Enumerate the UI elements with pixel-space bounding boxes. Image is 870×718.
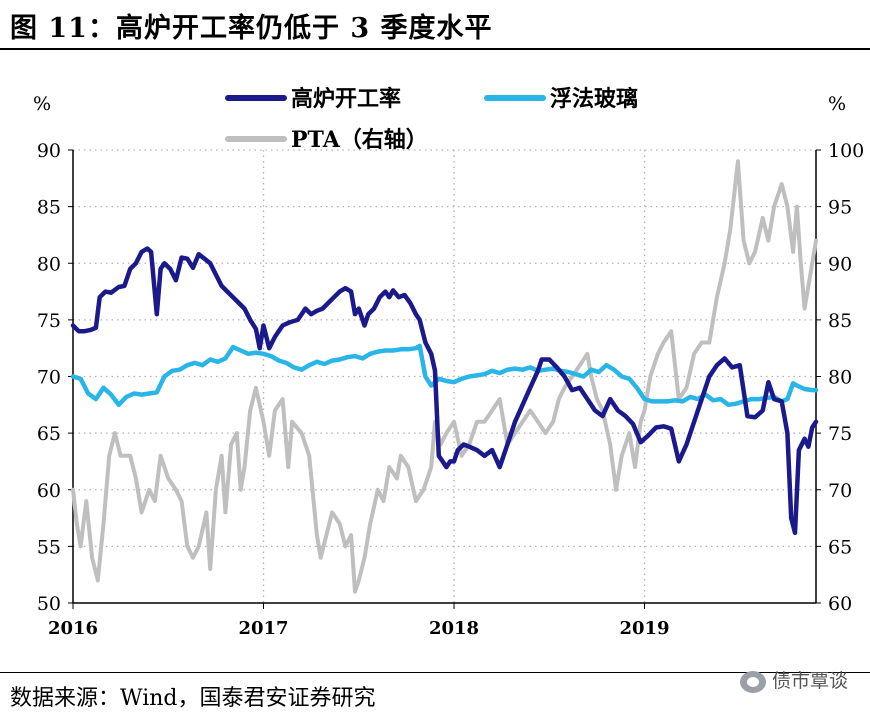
y-left-tick-label: 60 [37, 480, 61, 502]
y-left-tick-label: 90 [37, 140, 61, 162]
line-chart: 50 55 60 65 70 75 80 85 90 60 65 70 75 80 85 90 95 100 201… [33, 86, 864, 639]
y-right-tick-label: 80 [828, 367, 852, 389]
watermark-label: 债市覃谈 [771, 670, 848, 692]
page-title: 图 11：高炉开工率仍低于 3 季度水平 [10, 13, 493, 44]
x-tick-label: 2016 [48, 618, 98, 639]
legend-label-0: PTA（右轴） [291, 127, 428, 153]
y-right-tick-label: 90 [828, 253, 852, 275]
y-left-unit: % [33, 93, 51, 115]
y-right-tick-label: 85 [828, 310, 852, 332]
y-right-tick-label: 95 [828, 197, 852, 219]
y-left-tick-label: 80 [37, 253, 61, 275]
x-tick-label: 2017 [238, 618, 288, 639]
series-line-2 [70, 246, 819, 536]
series-line-0 [71, 159, 818, 594]
y-left-tick-label: 75 [37, 310, 61, 332]
y-right-unit: % [828, 93, 846, 115]
series-lines [70, 159, 819, 594]
legend: PTA（右轴） 浮法玻璃 高炉开工率 [225, 86, 638, 153]
x-tick-label: 2019 [619, 618, 669, 639]
x-tick-label: 2018 [429, 618, 479, 639]
y-left-tick-label: 50 [37, 593, 61, 615]
legend-label-1: 浮法玻璃 [550, 86, 638, 112]
legend-label-2: 高炉开工率 [291, 86, 401, 112]
y-left-tick-label: 70 [37, 367, 61, 389]
watermark: 债市覃谈 [739, 666, 848, 693]
y-right-tick-label: 75 [828, 423, 852, 445]
y-left-tick-label: 55 [37, 536, 61, 558]
y-right-tick-label: 70 [828, 480, 852, 502]
gridlines [73, 149, 816, 603]
y-right-tick-label: 60 [828, 593, 852, 615]
footer-rule [0, 672, 870, 673]
title-rule [0, 48, 870, 50]
y-left-tick-label: 65 [37, 423, 61, 445]
y-right-tick-label: 65 [828, 536, 852, 558]
wechat-icon [739, 670, 766, 693]
source-note: 数据来源：Wind，国泰君安证券研究 [10, 686, 376, 711]
y-left-tick-label: 85 [37, 197, 61, 219]
y-right-tick-label: 100 [828, 140, 864, 162]
